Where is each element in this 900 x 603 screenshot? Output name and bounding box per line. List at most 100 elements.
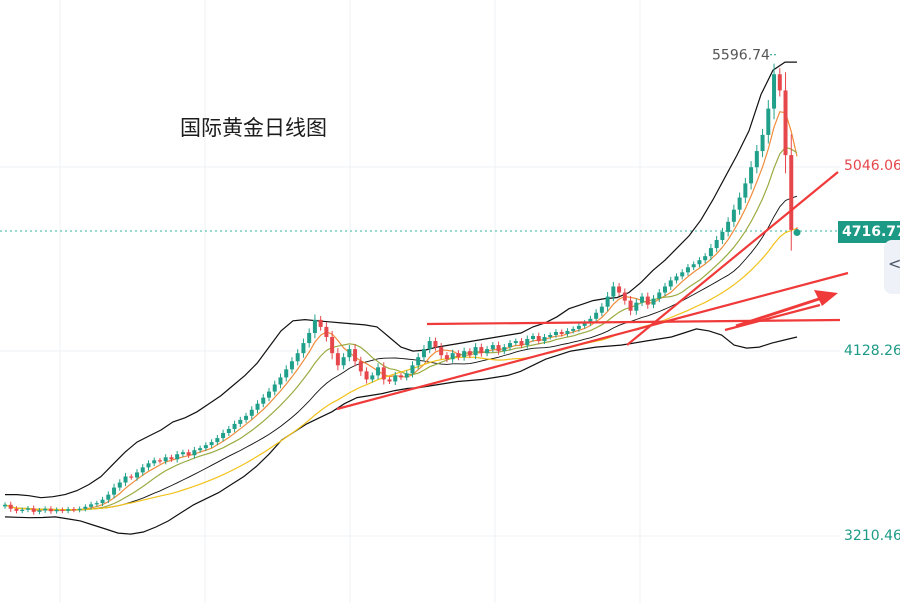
candle-body — [89, 504, 94, 507]
candle-body — [261, 397, 266, 404]
candle-body — [112, 487, 117, 495]
candle-body — [421, 349, 426, 358]
candle-body — [410, 365, 415, 374]
ma-30-line — [4, 227, 798, 511]
candle-body — [232, 423, 237, 429]
candle-body — [255, 403, 260, 410]
candle-body — [726, 221, 731, 232]
candle-body — [479, 347, 484, 354]
chart-annotations: 5596.74 — [712, 48, 801, 237]
y-axis-label-3210: 3210.46 — [844, 528, 900, 544]
candle-body — [582, 322, 587, 326]
candle-body — [467, 351, 472, 356]
trend-line-2 — [626, 171, 839, 346]
candle-body — [25, 508, 30, 510]
candle-body — [226, 428, 231, 434]
candle-body — [628, 300, 633, 311]
bollinger-middle-line — [4, 195, 798, 511]
candle-body — [588, 318, 593, 323]
candle-body — [129, 476, 134, 478]
candle-body — [399, 375, 403, 378]
current-price-badge: 4716.77 — [838, 221, 900, 243]
candle-body — [462, 351, 467, 358]
bollinger-bands — [4, 61, 798, 535]
candle-body — [393, 375, 398, 382]
candle-body — [720, 231, 725, 240]
candle-body — [71, 509, 76, 511]
chevron-left-icon: < — [888, 254, 900, 273]
candle-body — [605, 296, 610, 307]
candle-body — [427, 341, 432, 350]
candle-body — [43, 508, 48, 511]
candle-body — [289, 361, 294, 370]
candle-body — [525, 339, 530, 346]
candle-body — [31, 508, 36, 512]
candle-body — [186, 452, 191, 456]
ma-5-line — [4, 111, 798, 512]
candle-body — [548, 334, 553, 338]
candle-body — [37, 510, 42, 512]
candle-body — [783, 90, 788, 156]
candle-body — [760, 134, 765, 152]
moving-averages — [4, 111, 798, 512]
candle-body — [404, 373, 409, 378]
candle-body — [284, 369, 289, 378]
candle-body — [370, 375, 375, 380]
candle-body — [157, 460, 162, 462]
candle-body — [502, 347, 507, 352]
candle-body — [8, 504, 13, 509]
candle-body — [536, 335, 541, 342]
candle-body — [163, 457, 168, 462]
candle-body — [249, 409, 254, 416]
candle-body — [77, 508, 82, 511]
candle-body — [381, 367, 386, 380]
candle-body — [674, 276, 679, 281]
candle-body — [542, 337, 547, 342]
candle-body — [209, 442, 214, 446]
candle-body — [324, 326, 329, 338]
candle-body — [743, 183, 748, 198]
candle-body — [221, 433, 226, 439]
candle-body — [450, 353, 455, 360]
candle-body — [754, 151, 759, 168]
last-price-dot — [793, 229, 801, 237]
y-axis-label-4128: 4128.26 — [844, 343, 900, 359]
side-panel-toggle[interactable]: < — [884, 240, 900, 294]
candle-body — [622, 292, 627, 301]
candle-body — [731, 209, 736, 222]
candle-body — [714, 239, 719, 249]
candle-body — [123, 476, 128, 483]
candle-body — [519, 341, 524, 346]
candle-body — [244, 415, 249, 420]
candle-body — [789, 155, 794, 230]
high-price-label: 5596.74 — [712, 48, 770, 64]
candle-body — [146, 463, 151, 468]
candle-body — [772, 74, 777, 109]
candle-body — [152, 460, 157, 464]
candle-body — [439, 347, 444, 356]
candle-body — [749, 167, 754, 184]
candle-body — [335, 353, 340, 366]
candle-body — [295, 353, 300, 362]
candle-body — [140, 467, 145, 473]
candle-body — [198, 448, 203, 451]
candle-body — [691, 264, 696, 268]
candle-body — [330, 337, 335, 354]
candle-body — [14, 508, 19, 511]
candle-body — [708, 248, 713, 257]
candle-body — [117, 482, 122, 488]
candle-body — [663, 286, 667, 293]
candle-body — [496, 345, 501, 352]
candle-body — [611, 286, 616, 297]
candle-body — [651, 298, 656, 305]
candle-body — [301, 343, 306, 354]
candle-body — [416, 357, 421, 366]
candle-body — [169, 457, 174, 460]
candle-body — [508, 343, 513, 348]
trend-arrow-shaft — [735, 296, 823, 328]
trend-line-1 — [336, 271, 849, 411]
trend-line-3 — [426, 318, 841, 326]
candle-body — [645, 296, 650, 305]
candle-body — [180, 452, 185, 455]
